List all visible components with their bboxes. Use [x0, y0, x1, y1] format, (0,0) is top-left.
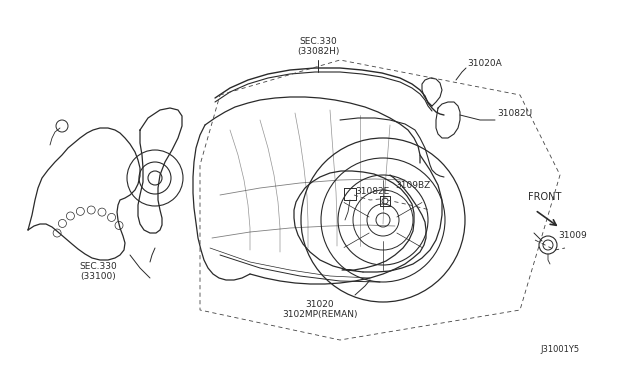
Text: SEC.330
(33100): SEC.330 (33100) — [79, 262, 117, 281]
Text: SEC.330
(33082H): SEC.330 (33082H) — [297, 36, 339, 56]
Text: FRONT: FRONT — [528, 192, 561, 202]
Text: 31020A: 31020A — [467, 60, 502, 68]
Text: 3109BZ: 3109BZ — [395, 180, 430, 189]
Text: 31082E: 31082E — [355, 187, 389, 196]
Text: 31009: 31009 — [558, 231, 587, 241]
Text: J31001Y5: J31001Y5 — [541, 345, 580, 354]
Text: 31020
3102MP(REMAN): 31020 3102MP(REMAN) — [282, 300, 358, 320]
Text: 31082U: 31082U — [497, 109, 532, 119]
